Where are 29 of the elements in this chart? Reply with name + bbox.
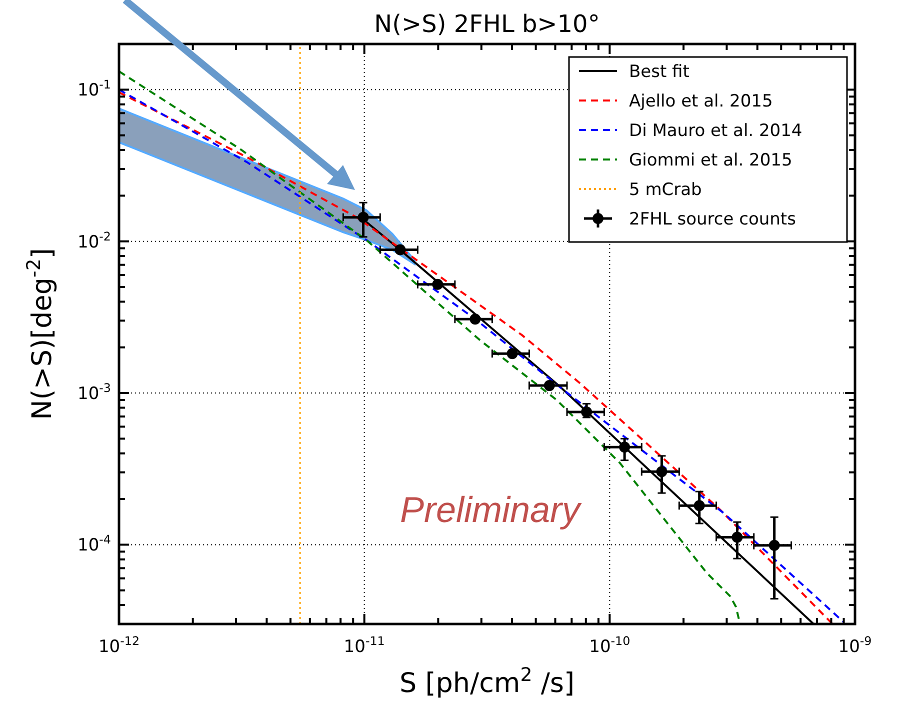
point xyxy=(656,466,668,478)
legend-label: Giommi et al. 2015 xyxy=(629,150,792,170)
annotation: Preliminary xyxy=(400,489,582,530)
point xyxy=(581,406,592,418)
legend-label: Best fit xyxy=(629,62,690,82)
point xyxy=(394,244,406,256)
point xyxy=(544,380,555,392)
point xyxy=(732,532,743,543)
x-tick-label: 10$^{-9}$ xyxy=(838,634,872,657)
legend-label: 5 mCrab xyxy=(629,180,702,200)
chart-title: N(>S) 2FHL b>10° xyxy=(374,10,600,38)
x-axis-title: S [ph/cm$^{2}$ /s] xyxy=(399,664,575,699)
point xyxy=(694,500,705,512)
x-tick-label: 10$^{-10}$ xyxy=(589,634,630,657)
y-tick-label: 10$^{-2}$ xyxy=(78,229,111,252)
legend-label: Di Mauro et al. 2014 xyxy=(629,121,802,141)
point xyxy=(358,212,369,223)
y-tick-label: 10$^{-1}$ xyxy=(78,78,111,101)
y-tick-label: 10$^{-4}$ xyxy=(78,532,111,556)
point xyxy=(506,348,518,360)
point xyxy=(470,314,481,325)
legend-label: 2FHL source counts xyxy=(629,210,796,230)
x-tick-label: 10$^{-12}$ xyxy=(98,634,140,657)
point xyxy=(768,540,780,551)
x-tick-label: 10$^{-11}$ xyxy=(344,634,385,657)
y-tick-label: 10$^{-3}$ xyxy=(78,381,111,404)
point xyxy=(619,442,630,453)
point xyxy=(432,278,444,290)
legend-label: Ajello et al. 2015 xyxy=(629,92,773,112)
